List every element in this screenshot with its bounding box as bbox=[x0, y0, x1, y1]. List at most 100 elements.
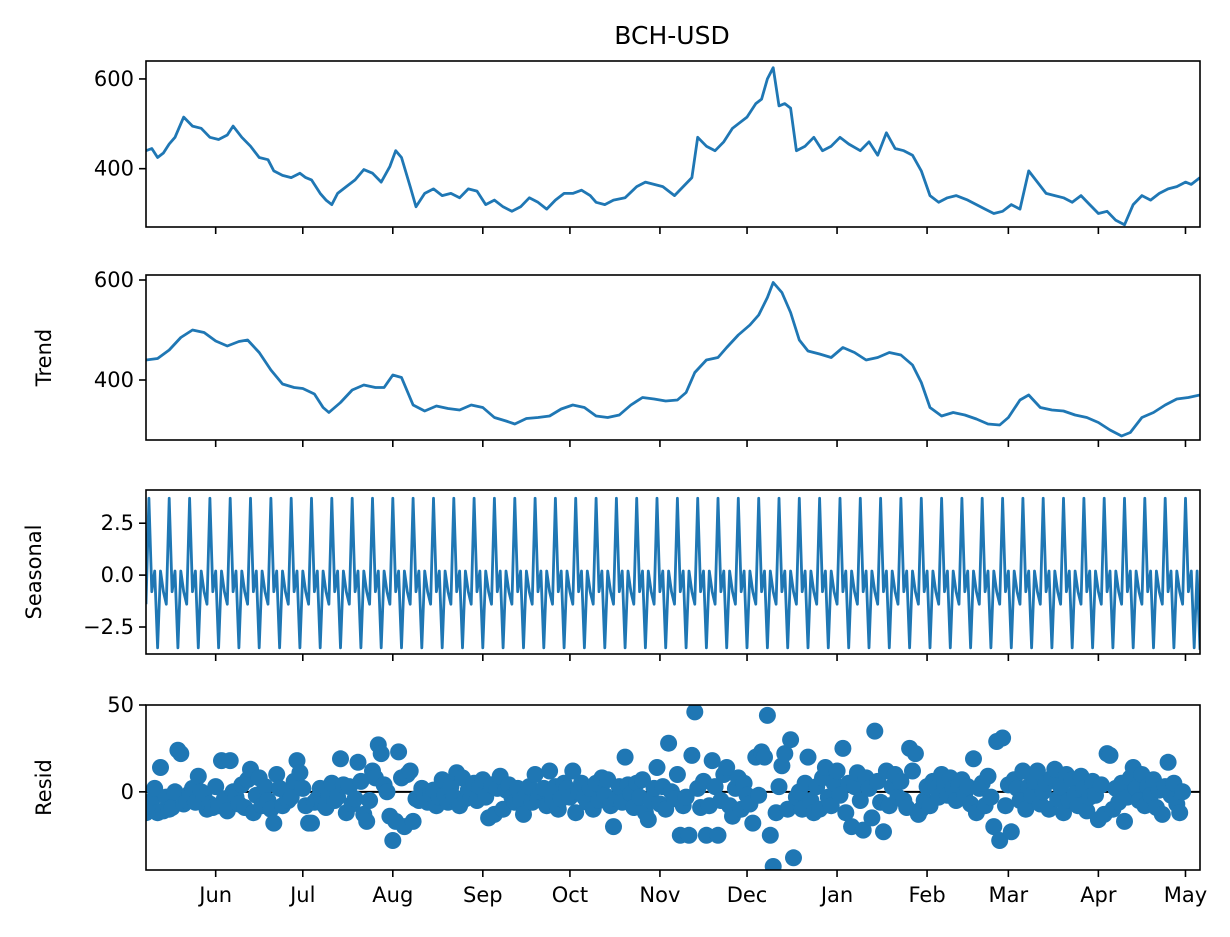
y-tick-label: 0.0 bbox=[101, 563, 134, 587]
resid-point bbox=[146, 779, 164, 797]
x-tick-label: Aug bbox=[372, 883, 413, 907]
x-tick-label: Apr bbox=[1080, 883, 1117, 907]
resid-point bbox=[706, 778, 724, 796]
chart-title: BCH-USD bbox=[614, 21, 729, 50]
resid-point bbox=[875, 823, 892, 841]
resid-point bbox=[1014, 762, 1032, 780]
resid-point bbox=[1174, 783, 1192, 801]
resid-point bbox=[282, 788, 300, 806]
y-axis-label-seasonal: Seasonal bbox=[22, 525, 46, 620]
resid-point bbox=[332, 750, 349, 768]
x-tick-label: Dec bbox=[727, 883, 768, 907]
resid-point bbox=[744, 814, 762, 832]
resid-point bbox=[851, 792, 869, 809]
resid-point bbox=[904, 762, 921, 780]
resid-point bbox=[541, 762, 559, 780]
y-axis-label-trend: Trend bbox=[32, 329, 56, 387]
resid-point bbox=[358, 812, 376, 830]
resid-point bbox=[605, 818, 622, 836]
resid-point bbox=[303, 814, 320, 832]
resid-point bbox=[515, 805, 532, 823]
y-tick-label: 0 bbox=[121, 780, 134, 804]
resid-point bbox=[709, 826, 727, 844]
resid-point bbox=[152, 759, 169, 776]
resid-point bbox=[349, 753, 367, 771]
y-tick-label: 2.5 bbox=[101, 511, 134, 535]
resid-point bbox=[384, 832, 402, 849]
resid-point bbox=[1028, 762, 1046, 780]
resid-point bbox=[346, 790, 364, 808]
resid-point bbox=[991, 832, 1009, 849]
resid-point bbox=[846, 778, 863, 796]
resid-point bbox=[837, 804, 855, 822]
resid-point bbox=[1017, 800, 1035, 818]
resid-point bbox=[567, 804, 585, 822]
x-tick-label: Jul bbox=[288, 883, 315, 907]
resid-point bbox=[166, 783, 184, 801]
panel-seasonal: −2.5 0.0 2.5 Seasonal bbox=[22, 489, 1201, 661]
resid-point bbox=[526, 766, 544, 783]
resid-point bbox=[390, 743, 408, 761]
resid-point bbox=[892, 772, 910, 790]
resid-point bbox=[828, 762, 846, 780]
x-tick-label: Jun bbox=[197, 883, 232, 907]
resid-point bbox=[265, 814, 283, 832]
resid-point bbox=[1002, 823, 1020, 841]
x-tick-label: Jan bbox=[819, 883, 853, 907]
resid-point bbox=[1159, 753, 1177, 771]
resid-point bbox=[779, 800, 797, 818]
axes-frame-observed bbox=[145, 60, 1201, 228]
resid-point bbox=[776, 745, 794, 763]
resid-point bbox=[854, 821, 872, 839]
resid-point bbox=[401, 762, 419, 780]
resid-point bbox=[1153, 805, 1171, 823]
resid-point bbox=[834, 739, 852, 757]
resid-point bbox=[866, 722, 884, 740]
resid-point bbox=[564, 762, 582, 780]
resid-point bbox=[616, 748, 634, 766]
resid-point bbox=[352, 772, 370, 790]
y-tick-label: 400 bbox=[94, 368, 134, 392]
y-tick-label: 50 bbox=[107, 693, 134, 717]
resid-point bbox=[221, 752, 239, 770]
x-tick-label: Feb bbox=[908, 883, 945, 907]
series-line-seasonal bbox=[146, 496, 1200, 650]
resid-point bbox=[680, 826, 698, 844]
resid-point bbox=[207, 778, 225, 796]
resid-point bbox=[1092, 776, 1110, 794]
resid-point bbox=[648, 759, 666, 776]
resid-point bbox=[906, 745, 924, 763]
resid-point bbox=[683, 746, 701, 764]
series-line-trend bbox=[146, 281, 1200, 438]
resid-point bbox=[799, 748, 817, 766]
resid-point bbox=[1116, 812, 1133, 830]
y-tick-label: 400 bbox=[94, 157, 134, 181]
resid-point bbox=[994, 729, 1012, 747]
resid-point bbox=[985, 818, 1003, 836]
resid-point bbox=[831, 786, 849, 804]
axes-frame-seasonal bbox=[145, 489, 1201, 655]
resid-point bbox=[756, 748, 773, 766]
y-tick-label: 600 bbox=[94, 268, 134, 292]
resid-point bbox=[764, 858, 782, 870]
resid-point bbox=[997, 797, 1014, 815]
x-tick-label: Oct bbox=[552, 883, 588, 907]
resid-point bbox=[782, 731, 800, 749]
resid-point bbox=[1171, 804, 1189, 822]
resid-point bbox=[404, 812, 422, 830]
resid-point bbox=[268, 766, 286, 783]
resid-point bbox=[785, 849, 802, 867]
resid-point bbox=[256, 778, 274, 796]
resid-point bbox=[294, 779, 312, 797]
resid-point bbox=[1101, 746, 1119, 764]
resid-point bbox=[718, 759, 736, 776]
axes-frame-trend bbox=[145, 274, 1201, 441]
resid-point bbox=[639, 811, 657, 829]
x-tick-label: Sep bbox=[463, 883, 503, 907]
resid-point bbox=[378, 783, 396, 801]
resid-point bbox=[750, 786, 768, 804]
resid-point bbox=[965, 750, 982, 768]
series-line-observed bbox=[146, 66, 1200, 227]
